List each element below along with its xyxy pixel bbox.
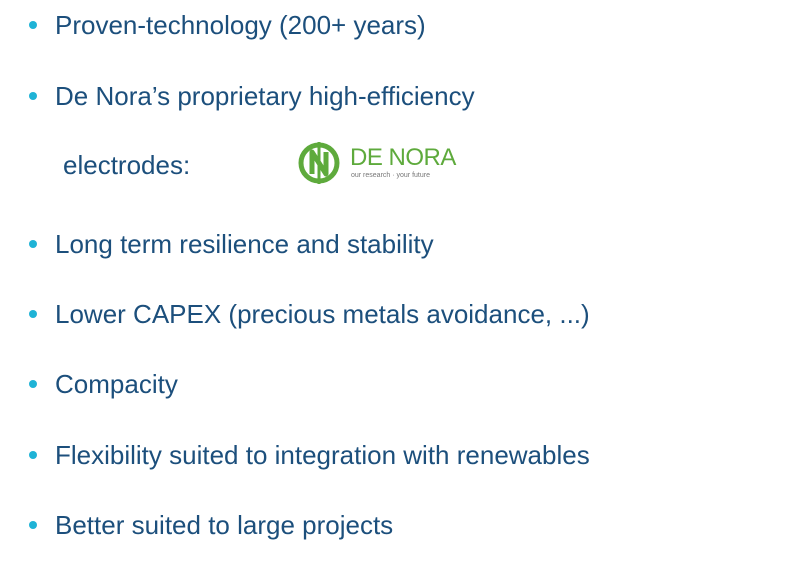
bullet-text: Proven-technology (200+ years)	[55, 10, 426, 40]
bullet-dot	[29, 451, 37, 459]
logo-tagline: our research · your future	[351, 172, 430, 179]
bullet-dot	[29, 380, 37, 388]
bullet-text: De Nora’s proprietary high-efficiency	[55, 81, 475, 111]
bullet-dot	[29, 240, 37, 248]
bullet-text: Compacity	[55, 369, 178, 399]
bullet-dot	[29, 310, 37, 318]
bullet-text: Lower CAPEX (precious metals avoidance, …	[55, 299, 590, 329]
logo-name: DE NORA	[350, 144, 456, 171]
bullet-text: Flexibility suited to integration with r…	[55, 440, 590, 470]
bullet-dot	[29, 521, 37, 529]
bullet-dot	[29, 21, 37, 29]
bullet-dot	[29, 92, 37, 100]
logo-mark	[298, 142, 340, 184]
bullet-text: Long term resilience and stability	[55, 229, 434, 259]
bullet-continuation: electrodes:	[63, 150, 191, 180]
bullet-text: Better suited to large projects	[55, 510, 394, 540]
